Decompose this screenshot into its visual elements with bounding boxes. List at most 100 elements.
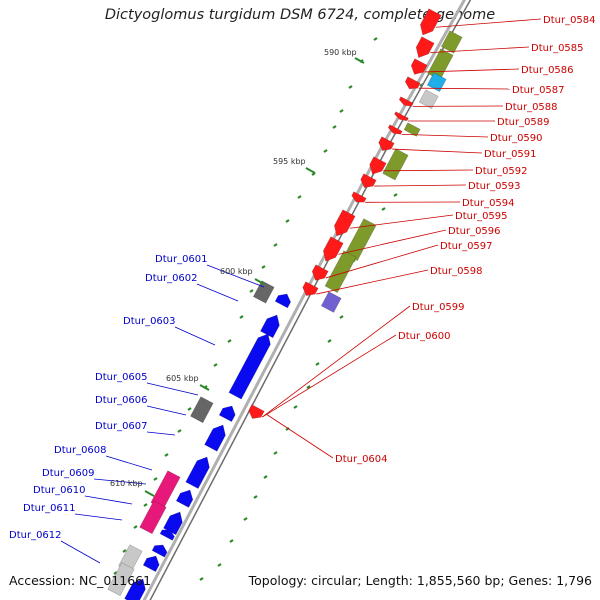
gene-label-Dtur_0593[interactable]: Dtur_0593 <box>468 181 521 192</box>
minus-gene-11[interactable] <box>124 578 146 600</box>
leader-Dtur_0593 <box>374 184 467 187</box>
gene-label-Dtur_0586[interactable]: Dtur_0586 <box>521 65 574 76</box>
leader-Dtur_0609 <box>93 478 147 485</box>
gene-label-Dtur_0594[interactable]: Dtur_0594 <box>462 198 515 209</box>
gene-label-Dtur_0605[interactable]: Dtur_0605 <box>95 372 148 383</box>
gc-skew-mark-12 <box>239 315 244 319</box>
gene-label-Dtur_0600[interactable]: Dtur_0600 <box>398 331 451 342</box>
plus-gene-2[interactable] <box>410 58 428 75</box>
plus-gene-11[interactable] <box>334 209 356 237</box>
gene-label-Dtur_0606[interactable]: Dtur_0606 <box>95 395 148 406</box>
plus-gene-15[interactable] <box>248 404 265 419</box>
gc-skew-mark-3 <box>339 109 344 113</box>
plus-gene-10[interactable] <box>351 191 367 203</box>
gene-label-Dtur_0598[interactable]: Dtur_0598 <box>430 266 483 277</box>
cog-minus-0[interactable] <box>252 280 275 304</box>
plus-gene-8[interactable] <box>369 156 387 175</box>
gene-label-Dtur_0585[interactable]: Dtur_0585 <box>531 43 584 54</box>
leader-Dtur_0592 <box>383 169 474 172</box>
plus-gene-1[interactable] <box>415 36 435 59</box>
gene-label-Dtur_0604[interactable]: Dtur_0604 <box>335 454 388 465</box>
plus-gene-4[interactable] <box>398 96 414 107</box>
gc-skew-mark-20 <box>143 503 148 507</box>
cog-minus-1[interactable] <box>190 396 214 424</box>
gene-label-Dtur_0602[interactable]: Dtur_0602 <box>145 273 198 284</box>
plus-gene-12[interactable] <box>322 236 344 262</box>
leader-Dtur_0596 <box>338 229 447 255</box>
plus-gene-3[interactable] <box>404 76 421 90</box>
minus-gene-0[interactable] <box>274 293 291 309</box>
gene-label-Dtur_0609[interactable]: Dtur_0609 <box>42 468 95 479</box>
cog-plus-7[interactable] <box>324 250 357 294</box>
minus-gene-8[interactable] <box>159 529 175 541</box>
minus-gene-5[interactable] <box>185 456 210 489</box>
plus-gene-6[interactable] <box>387 124 403 135</box>
tick-mark-0 <box>354 57 365 64</box>
gc-skew-mark-33 <box>306 385 311 389</box>
plus-gene-7[interactable] <box>378 136 395 151</box>
gene-label-Dtur_0591[interactable]: Dtur_0591 <box>484 149 537 160</box>
gc-skew-mark-9 <box>273 243 278 247</box>
gene-label-Dtur_0596[interactable]: Dtur_0596 <box>448 226 501 237</box>
cog-plus-6[interactable] <box>344 218 377 262</box>
gene-leader-lines <box>60 18 542 564</box>
leader-Dtur_0603 <box>174 326 216 346</box>
minus-gene-10[interactable] <box>142 555 160 573</box>
gc-skew-mark-13 <box>227 339 232 343</box>
cog-plus-8[interactable] <box>320 291 342 313</box>
tick-mark-1 <box>305 167 316 174</box>
plus-gene-9[interactable] <box>360 173 377 188</box>
gene-label-Dtur_0590[interactable]: Dtur_0590 <box>490 133 543 144</box>
plus-gene-5[interactable] <box>394 111 409 122</box>
gene-label-Dtur_0589[interactable]: Dtur_0589 <box>497 117 550 128</box>
leader-Dtur_0610 <box>84 495 133 505</box>
minus-gene-4[interactable] <box>204 424 226 452</box>
plus-gene-13[interactable] <box>311 264 329 281</box>
minus-gene-9[interactable] <box>151 544 168 558</box>
leader-Dtur_0612 <box>60 540 101 564</box>
gene-label-Dtur_0608[interactable]: Dtur_0608 <box>54 445 107 456</box>
gc-skew-mark-40 <box>229 539 234 543</box>
cog-minus-5[interactable] <box>107 562 135 597</box>
minus-gene-1[interactable] <box>260 314 280 339</box>
gene-label-Dtur_0587[interactable]: Dtur_0587 <box>512 85 565 96</box>
gene-label-Dtur_0610[interactable]: Dtur_0610 <box>33 485 86 496</box>
gene-label-Dtur_0597[interactable]: Dtur_0597 <box>440 241 493 252</box>
cog-plus-2[interactable] <box>426 72 447 93</box>
plus-gene-0[interactable] <box>420 8 442 36</box>
gc-skew-mark-38 <box>253 495 258 499</box>
gene-labels: Dtur_0584 Dtur_0585 Dtur_0586 Dtur_0587 Dtur… <box>9 15 596 541</box>
cog-minus-3[interactable] <box>139 500 167 535</box>
cog-plus-0[interactable] <box>440 30 463 54</box>
tick-label-4: 610 kbp <box>110 479 143 488</box>
cog-plus-5[interactable] <box>382 148 409 181</box>
gc-skew-mark-41 <box>217 563 222 567</box>
minus-gene-3[interactable] <box>218 405 236 423</box>
gene-label-Dtur_0607[interactable]: Dtur_0607 <box>95 421 148 432</box>
minus-gene-7[interactable] <box>163 511 183 536</box>
gene-label-Dtur_0599[interactable]: Dtur_0599 <box>412 302 465 313</box>
gene-label-Dtur_0601[interactable]: Dtur_0601 <box>155 254 208 265</box>
minus-gene-2[interactable] <box>228 333 271 400</box>
gene-label-Dtur_0612[interactable]: Dtur_0612 <box>9 530 62 541</box>
cog-plus-4[interactable] <box>403 122 421 137</box>
gc-skew-mark-21 <box>133 525 138 529</box>
gc-skew-mark-4 <box>332 125 337 129</box>
gene-label-Dtur_0588[interactable]: Dtur_0588 <box>505 102 558 113</box>
cog-plus-3[interactable] <box>418 89 439 110</box>
gc-skew-mark-16 <box>187 407 192 411</box>
leader-Dtur_0611 <box>74 513 123 521</box>
plus-gene-14[interactable] <box>302 281 319 296</box>
leader-Dtur_0606 <box>146 405 187 416</box>
leader-Dtur_0600 <box>262 334 397 418</box>
minus-gene-6[interactable] <box>175 489 194 508</box>
gc-skew-mark-0 <box>373 37 378 41</box>
map-title: Dictyoglomus turgidum DSM 6724, complete… <box>104 7 496 23</box>
cog-plus-1[interactable] <box>427 48 454 81</box>
gene-label-Dtur_0603[interactable]: Dtur_0603 <box>123 316 176 327</box>
gene-label-Dtur_0584[interactable]: Dtur_0584 <box>543 15 596 26</box>
gene-label-Dtur_0592[interactable]: Dtur_0592 <box>475 166 528 177</box>
gene-label-Dtur_0595[interactable]: Dtur_0595 <box>455 211 508 222</box>
gene-label-Dtur_0611[interactable]: Dtur_0611 <box>23 503 76 514</box>
